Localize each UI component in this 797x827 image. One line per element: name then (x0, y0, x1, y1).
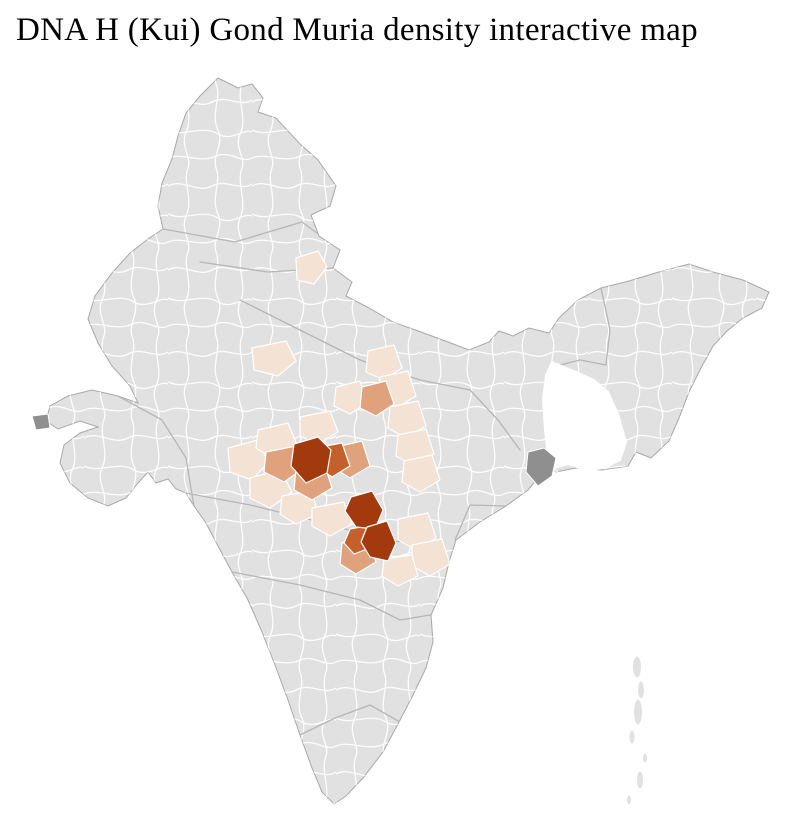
western-border-region[interactable] (31, 413, 51, 431)
island[interactable] (642, 752, 648, 764)
district[interactable] (295, 250, 328, 285)
neighboring-country-cutout (541, 360, 628, 472)
island[interactable] (632, 655, 642, 679)
district[interactable] (333, 380, 369, 415)
district[interactable] (251, 340, 297, 377)
page-title: DNA H (Kui) Gond Muria density interacti… (16, 12, 698, 48)
district[interactable] (299, 410, 339, 445)
delta-region[interactable] (525, 447, 557, 487)
district[interactable] (311, 501, 353, 537)
island[interactable] (637, 680, 645, 700)
island[interactable] (633, 698, 643, 726)
district[interactable] (290, 436, 332, 484)
district[interactable] (359, 380, 395, 417)
island-chain (626, 655, 648, 806)
island[interactable] (636, 770, 644, 790)
district[interactable] (227, 439, 269, 481)
district[interactable] (360, 520, 397, 562)
island[interactable] (626, 794, 632, 806)
district[interactable] (401, 454, 441, 493)
island[interactable] (628, 729, 636, 745)
district[interactable] (381, 554, 419, 587)
neutral-dark-regions (31, 413, 557, 487)
highest-density-districts (290, 436, 397, 562)
